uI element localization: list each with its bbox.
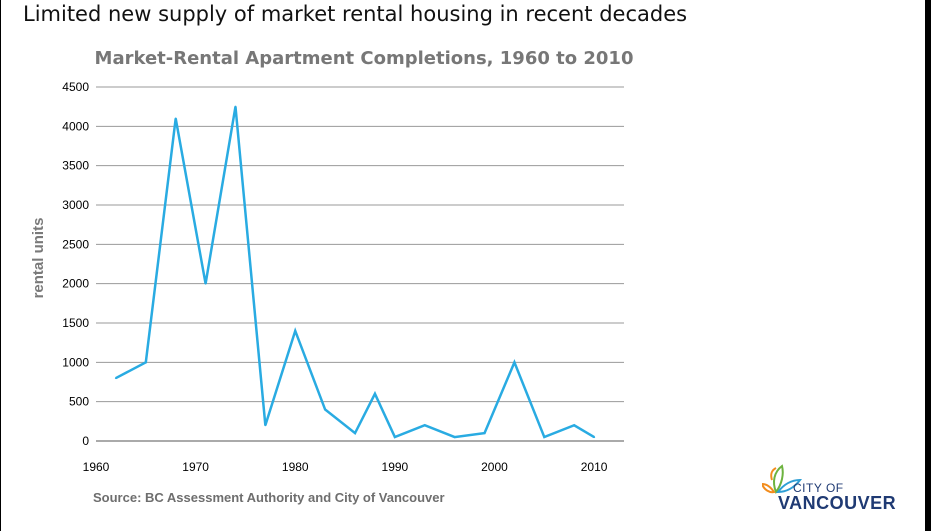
data-point [144, 361, 147, 364]
data-point [294, 329, 297, 332]
data-point [543, 436, 546, 439]
left-border [0, 0, 1, 531]
y-axis-title: rental units [30, 218, 47, 299]
logo-line1: CITY OF [793, 481, 844, 495]
y-tick-label: 500 [69, 395, 89, 409]
data-point [423, 424, 426, 427]
y-tick-label: 3500 [62, 159, 89, 173]
x-tick-label: 1960 [83, 460, 110, 474]
data-point [513, 361, 516, 364]
city-of-vancouver-logo: CITY OF VANCOUVER [760, 462, 900, 522]
x-tick-label: 1990 [382, 460, 409, 474]
y-tick-label: 3000 [62, 198, 89, 212]
y-tick-label: 2000 [62, 277, 89, 291]
data-point [483, 432, 486, 435]
data-point [453, 436, 456, 439]
x-tick-label: 1980 [282, 460, 309, 474]
data-point [593, 436, 596, 439]
y-tick-label: 4500 [62, 80, 89, 94]
data-point [204, 282, 207, 285]
data-point [174, 117, 177, 120]
y-tick-label: 0 [82, 434, 89, 448]
data-point [114, 377, 117, 380]
right-border [925, 0, 931, 531]
x-tick-label: 2010 [581, 460, 608, 474]
x-tick-labels: 1960 1970 1980 1990 2000 2010 [83, 460, 608, 474]
flower-icon [762, 464, 802, 495]
y-tick-label: 1000 [62, 355, 89, 369]
data-point [354, 432, 357, 435]
y-tick-label: 1500 [62, 316, 89, 330]
y-tick-labels: 0 500 1000 1500 2000 2500 3000 3500 4000 4500 [62, 80, 89, 448]
slide-title: Limited new supply of market rental hous… [23, 2, 688, 26]
series-line-0 [115, 106, 595, 439]
y-tick-label: 4000 [62, 119, 89, 133]
data-point [324, 408, 327, 411]
logo-line2: VANCOUVER [778, 493, 897, 513]
x-tick-label: 2000 [481, 460, 508, 474]
chart-plot [114, 105, 596, 439]
y-tick-label: 2500 [62, 237, 89, 251]
data-point [393, 436, 396, 439]
chart-title: Market-Rental Apartment Completions, 196… [95, 48, 634, 69]
x-tick-label: 1970 [182, 460, 209, 474]
data-point [234, 105, 237, 108]
chart-grid [96, 86, 624, 442]
data-point [373, 392, 376, 395]
data-point [264, 424, 267, 427]
data-point [573, 424, 576, 427]
source-note: Source: BC Assessment Authority and City… [93, 490, 445, 505]
